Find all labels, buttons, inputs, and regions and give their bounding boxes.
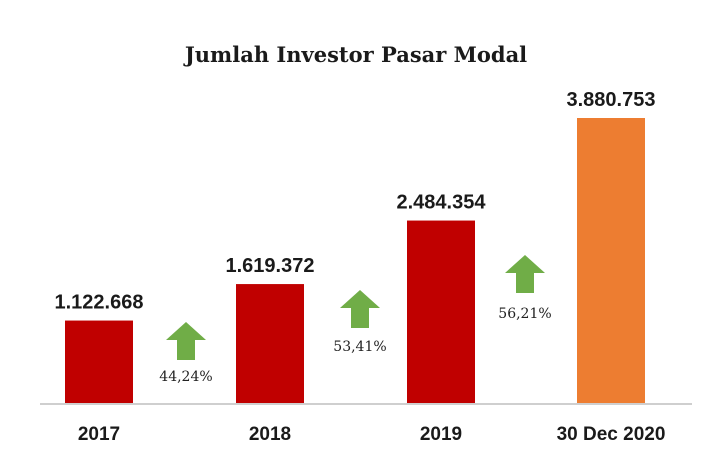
- up-arrow-icon: [166, 322, 206, 360]
- growth-label-1: 53,41%: [333, 339, 386, 355]
- category-label-1: 2018: [249, 424, 291, 445]
- value-label-2: 2.484.354: [397, 192, 487, 214]
- bar-3: [577, 118, 645, 403]
- up-arrow-icon: [340, 290, 380, 328]
- bars-group: [65, 118, 645, 403]
- bar-0: [65, 320, 133, 403]
- growth-label-0: 44,24%: [159, 369, 212, 385]
- value-labels-group: 1.122.668 1.619.372 2.484.354 3.880.753: [55, 89, 656, 314]
- growth-label-2: 56,21%: [498, 306, 551, 322]
- up-arrow-icon: [505, 255, 545, 293]
- chart-title: Jumlah Investor Pasar Modal: [183, 42, 527, 67]
- category-label-2: 2019: [420, 424, 462, 445]
- bar-1: [236, 284, 304, 403]
- growth-group: 44,24% 53,41% 56,21%: [159, 255, 552, 385]
- category-label-3: 30 Dec 2020: [557, 424, 666, 445]
- category-labels-group: 2017 2018 2019 30 Dec 2020: [78, 424, 666, 445]
- value-label-1: 1.619.372: [226, 255, 315, 277]
- category-label-0: 2017: [78, 424, 120, 445]
- value-label-0: 1.122.668: [55, 292, 144, 314]
- value-label-3: 3.880.753: [567, 89, 656, 111]
- bar-2: [407, 220, 475, 403]
